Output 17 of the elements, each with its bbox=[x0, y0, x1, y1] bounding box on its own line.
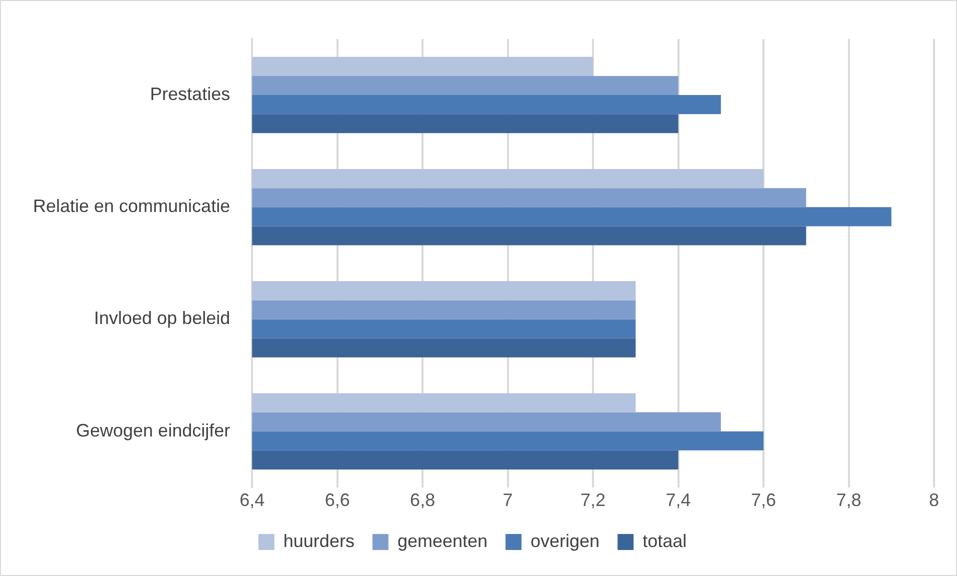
legend-label: gemeenten bbox=[397, 530, 488, 551]
y-tick-label: Invloed op beleid bbox=[94, 308, 230, 328]
x-tick-label: 6,8 bbox=[410, 490, 436, 510]
x-tick-label: 8 bbox=[928, 490, 940, 510]
x-tick-label: 7,2 bbox=[580, 490, 606, 510]
legend-label: overigen bbox=[530, 530, 600, 551]
x-tick-label: 6,6 bbox=[324, 490, 350, 510]
legend-label: totaal bbox=[642, 530, 687, 551]
x-tick-label: 7,6 bbox=[751, 490, 776, 510]
y-tick-label: Gewogen eindcijfer bbox=[76, 420, 230, 440]
y-tick-label: Prestaties bbox=[150, 84, 230, 104]
x-tick-label: 7 bbox=[502, 490, 513, 510]
y-tick-label: Relatie en communicatie bbox=[32, 196, 230, 216]
x-tick-label: 7,4 bbox=[666, 490, 691, 510]
x-tick-label: 6,4 bbox=[240, 490, 265, 510]
x-tick-label: 7,8 bbox=[836, 490, 862, 510]
legend-label: huurders bbox=[283, 530, 354, 551]
